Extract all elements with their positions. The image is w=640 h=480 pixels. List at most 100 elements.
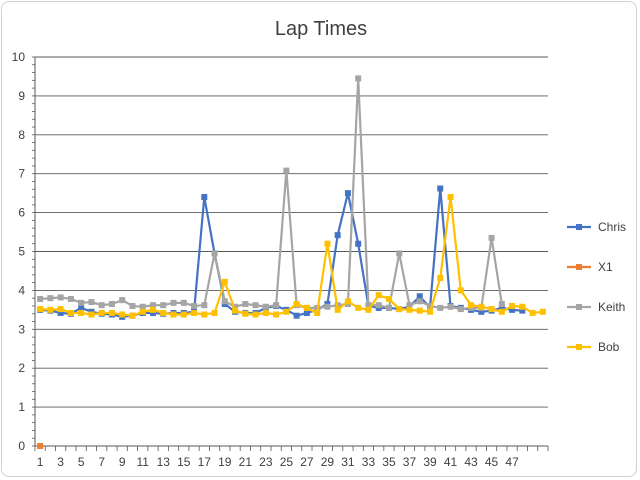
x-tick-label: 23 (259, 455, 273, 469)
data-point (78, 309, 85, 316)
x-tick-label: 47 (505, 455, 519, 469)
data-point (273, 311, 280, 318)
legend-label: Keith (598, 300, 625, 314)
y-tick-label: 3 (18, 322, 25, 336)
legend-item-chris: Chris (567, 220, 626, 234)
data-point (170, 311, 177, 318)
data-point (365, 306, 372, 313)
data-point (78, 304, 85, 311)
x-tick-label: 25 (280, 455, 294, 469)
data-point (262, 309, 269, 316)
data-point (119, 297, 126, 304)
series-lines (37, 75, 546, 449)
data-point (416, 298, 423, 305)
y-tick-label: 2 (18, 361, 25, 375)
x-tick-label: 39 (423, 455, 437, 469)
data-point (437, 185, 444, 192)
x-tick-label: 43 (464, 455, 478, 469)
data-point (252, 311, 259, 318)
data-point (539, 308, 546, 315)
x-tick-label: 15 (177, 455, 191, 469)
data-point (160, 309, 167, 316)
data-point (242, 301, 249, 308)
data-point (375, 292, 382, 299)
x-tick-label: 37 (403, 455, 417, 469)
data-point (488, 234, 495, 241)
legend-item-keith: Keith (567, 300, 625, 314)
data-point (457, 306, 464, 313)
data-point (519, 303, 526, 310)
data-point (468, 302, 475, 309)
data-point (129, 312, 136, 319)
legend-label: Chris (598, 220, 626, 234)
data-point (67, 309, 74, 316)
data-point (385, 295, 392, 302)
series-line-keith (40, 77, 503, 311)
data-point (221, 298, 228, 305)
x-tick-label: 27 (300, 455, 314, 469)
y-tick-label: 0 (18, 439, 25, 453)
data-point (406, 306, 413, 313)
data-point (498, 304, 505, 311)
data-point (47, 295, 54, 302)
data-point (375, 302, 382, 309)
data-point (211, 250, 218, 257)
data-point (385, 304, 392, 311)
data-point (129, 302, 136, 309)
x-tick-label: 9 (119, 455, 126, 469)
x-tick-label: 13 (157, 455, 171, 469)
x-tick-label: 19 (218, 455, 232, 469)
data-point (324, 240, 331, 247)
legend-swatch-marker (576, 304, 582, 310)
data-point (293, 301, 300, 308)
data-point (437, 304, 444, 311)
x-tick-label: 7 (98, 455, 105, 469)
data-point (37, 295, 44, 302)
data-point (334, 306, 341, 313)
series-keith (37, 75, 505, 313)
data-point (160, 302, 167, 309)
y-tick-label: 5 (18, 245, 25, 259)
data-point (416, 307, 423, 314)
data-point (355, 240, 362, 247)
legend-item-x1: X1 (567, 260, 613, 274)
data-point (88, 311, 95, 318)
data-point (293, 312, 300, 319)
data-point (314, 309, 321, 316)
data-point (396, 250, 403, 257)
data-point (478, 303, 485, 310)
data-point (334, 232, 341, 239)
series-bob (37, 194, 546, 319)
data-point (488, 306, 495, 313)
y-tick-label: 6 (18, 206, 25, 220)
data-point (478, 308, 485, 315)
y-tick-label: 7 (18, 167, 25, 181)
data-point (149, 302, 156, 309)
data-point (242, 310, 249, 317)
axes (32, 56, 549, 451)
data-point (191, 309, 198, 316)
y-tick-label: 10 (12, 50, 26, 64)
data-point (344, 298, 351, 305)
data-point (149, 309, 156, 316)
data-point (57, 306, 64, 313)
data-point (201, 302, 208, 309)
x-tick-label: 35 (382, 455, 396, 469)
y-tick-label: 8 (18, 128, 25, 142)
data-point (67, 295, 74, 302)
data-point (283, 167, 290, 174)
data-point (170, 299, 177, 306)
data-point (355, 304, 362, 311)
data-point (406, 302, 413, 309)
data-point (498, 301, 505, 308)
data-point (498, 308, 505, 315)
data-point (252, 302, 259, 309)
data-point (139, 303, 146, 310)
data-point (447, 194, 454, 201)
y-tick-label: 9 (18, 89, 25, 103)
data-point (437, 274, 444, 281)
data-point (416, 293, 423, 300)
legend-swatch-marker (576, 264, 582, 270)
x-tick-label: 33 (362, 455, 376, 469)
y-tick-label: 4 (18, 283, 25, 297)
